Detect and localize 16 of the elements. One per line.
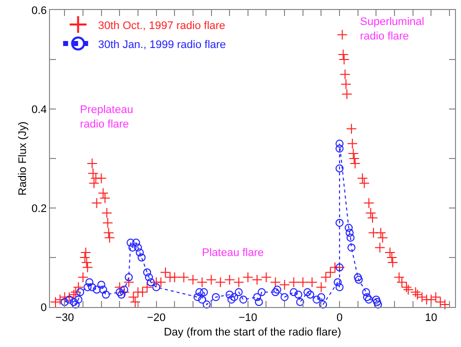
x-axis-title: Day (from the start of the radio flare) <box>164 326 342 338</box>
legend-label: 30th Oct., 1997 radio flare <box>98 20 226 32</box>
x-tick-label: −20 <box>146 312 166 324</box>
annotation: Plateau flare <box>202 247 264 259</box>
y-tick-label: 0.4 <box>32 104 47 116</box>
y-axis-title: Radio Flux (Jy) <box>17 122 30 196</box>
annotation: Preplateau radio flare <box>80 104 134 130</box>
x-tick-label: 0 <box>336 312 343 324</box>
x-tick-label: −10 <box>238 312 258 324</box>
y-tick-label: 0.6 <box>32 4 47 17</box>
y-tick-label: 0.2 <box>32 202 47 215</box>
y-tick-label: 0 <box>40 302 47 314</box>
x-tick-label: −30 <box>55 312 74 324</box>
x-tick-label: 10 <box>425 312 438 324</box>
annotation: Superluminal radio flare <box>360 16 424 42</box>
legend-label: 30th Jan., 1999 radio flare <box>98 38 226 51</box>
